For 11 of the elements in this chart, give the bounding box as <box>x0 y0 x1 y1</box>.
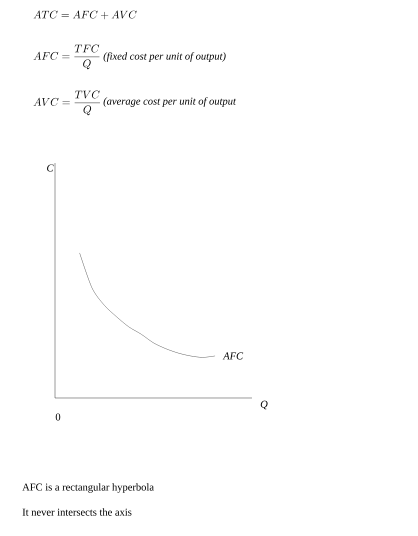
text: (fixed cost per unit of output) <box>104 52 226 62</box>
text: (average cost per unit of output <box>104 97 236 107</box>
text: $ATC = AFC + AVC$ <box>34 10 137 20</box>
text: $AFC = \frac{TFC}{Q}$ <box>34 44 100 70</box>
text: AFC is a rectangular hyperbola <box>22 483 154 493</box>
text: $AVC = \frac{TVC}{Q}$ <box>34 90 100 116</box>
series-label: AFC <box>222 352 244 360</box>
text: It never intersects the axis <box>22 508 132 516</box>
text: C <box>47 164 54 172</box>
text: 0 <box>56 413 60 421</box>
x-axis-title: Q <box>260 400 268 410</box>
